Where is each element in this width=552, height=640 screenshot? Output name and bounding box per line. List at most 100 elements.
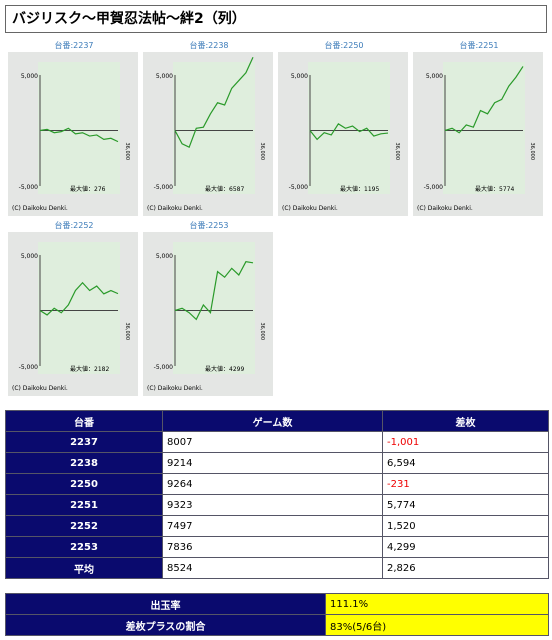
table-row: 平均 8524 2,826 — [5, 557, 549, 579]
row-key: 2250 — [5, 473, 163, 495]
header-row: 台番 ゲーム数 差枚 — [5, 410, 549, 432]
graph-inner — [38, 62, 120, 194]
cell: -1,001 — [382, 431, 549, 453]
cell: 8524 — [162, 557, 383, 579]
graph-line — [444, 66, 524, 134]
summary-value: 111.1% — [325, 593, 549, 615]
summary-key: 出玉率 — [5, 593, 326, 615]
max-label: 最大値：4299 — [205, 365, 244, 373]
cell: 5,774 — [382, 494, 549, 516]
graph: 台番:2253 5,000 -5,000 36,000 最大値：4299 (C) Daik… — [143, 220, 275, 398]
y-top-label: 5,000 — [426, 73, 443, 80]
max-label: 最大値：1195 — [340, 185, 379, 193]
x-label: 36,000 — [124, 143, 130, 161]
y-top-label: 5,000 — [21, 73, 38, 80]
summary-value: 83%(5/6台) — [325, 614, 549, 636]
table-row: 2237 8007 -1,001 — [5, 431, 549, 453]
x-label: 36,000 — [259, 143, 265, 161]
max-label: 最大値：6587 — [205, 185, 244, 193]
cell: 9214 — [162, 452, 383, 474]
summary-key: 差枚プラスの割合 — [5, 614, 326, 636]
cell: 4,299 — [382, 536, 549, 558]
graph: 台番:2250 5,000 -5,000 36,000 最大値：1195 (C) Daik… — [278, 40, 410, 218]
y-bottom-label: -5,000 — [19, 184, 39, 191]
y-top-label: 5,000 — [21, 253, 38, 260]
header-cell: 差枚 — [382, 410, 549, 432]
data-table: 台番 ゲーム数 差枚 2237 8007 -1,001 2238 9214 6,594 2250 9… — [5, 410, 549, 579]
summary-row: 差枚プラスの割合 83%(5/6台) — [5, 614, 549, 636]
copyright: (C) Daikoku Denki. — [417, 205, 473, 212]
y-bottom-label: -5,000 — [154, 184, 174, 191]
x-label: 36,000 — [124, 323, 130, 341]
graph-label: 台番:2250 — [324, 40, 363, 50]
y-top-label: 5,000 — [156, 253, 173, 260]
y-bottom-label: -5,000 — [289, 184, 309, 191]
page-title: バジリスク～甲賀忍法帖～絆2（列） — [5, 5, 547, 33]
graph-label: 台番:2251 — [459, 40, 498, 50]
table-row: 2250 9264 -231 — [5, 473, 549, 495]
graph-svg: 台番:2250 5,000 -5,000 36,000 最大値：1195 (C) Daik… — [278, 40, 408, 216]
graph-label: 台番:2253 — [189, 220, 228, 230]
x-label: 36,000 — [394, 143, 400, 161]
row-key: 2238 — [5, 452, 163, 474]
x-label: 36,000 — [529, 143, 535, 161]
row-key: 2251 — [5, 494, 163, 516]
graph-line — [39, 281, 119, 316]
graph-svg: 台番:2253 5,000 -5,000 36,000 最大値：4299 (C) Daik… — [143, 220, 273, 396]
cell: 7836 — [162, 536, 383, 558]
cell: 6,594 — [382, 452, 549, 474]
copyright: (C) Daikoku Denki. — [282, 205, 338, 212]
copyright: (C) Daikoku Denki. — [147, 385, 203, 392]
graph-label: 台番:2238 — [189, 40, 228, 50]
y-top-label: 5,000 — [156, 73, 173, 80]
graph-line — [309, 123, 389, 141]
graph-svg: 台番:2238 5,000 -5,000 36,000 最大値：6587 (C) Daik… — [143, 40, 273, 216]
cell: 9264 — [162, 473, 383, 495]
copyright: (C) Daikoku Denki. — [12, 385, 68, 392]
cell: -231 — [382, 473, 549, 495]
table-row: 2253 7836 4,299 — [5, 536, 549, 558]
graph-line — [39, 127, 119, 143]
cell: 2,826 — [382, 557, 549, 579]
graph: 台番:2252 5,000 -5,000 36,000 最大値：2182 (C) Daik… — [8, 220, 140, 398]
header-cell: 台番 — [5, 410, 163, 432]
graph-label: 台番:2252 — [54, 220, 93, 230]
graph: 台番:2251 5,000 -5,000 36,000 最大値：5774 (C) Daik… — [413, 40, 545, 218]
graph-inner — [173, 62, 255, 194]
y-bottom-label: -5,000 — [19, 364, 39, 371]
graph-inner — [443, 62, 525, 194]
row-key: 平均 — [5, 557, 163, 579]
cell: 9323 — [162, 494, 383, 516]
graph-label: 台番:2237 — [54, 40, 93, 50]
graph-svg: 台番:2252 5,000 -5,000 36,000 最大値：2182 (C) Daik… — [8, 220, 138, 396]
max-label: 最大値：2182 — [70, 365, 109, 373]
y-bottom-label: -5,000 — [154, 364, 174, 371]
graph-line — [174, 261, 254, 321]
graph: 台番:2238 5,000 -5,000 36,000 最大値：6587 (C) Daik… — [143, 40, 275, 218]
x-label: 36,000 — [259, 323, 265, 341]
graph: 台番:2237 5,000 -5,000 36,000 最大値：276 (C) Daiko… — [8, 40, 140, 218]
cell: 1,520 — [382, 515, 549, 537]
summary-table: 出玉率 111.1% 差枚プラスの割合 83%(5/6台) — [5, 593, 549, 636]
summary-row: 出玉率 111.1% — [5, 593, 549, 615]
copyright: (C) Daikoku Denki. — [12, 205, 68, 212]
table-row: 2251 9323 5,774 — [5, 494, 549, 516]
y-bottom-label: -5,000 — [424, 184, 444, 191]
row-key: 2253 — [5, 536, 163, 558]
row-key: 2237 — [5, 431, 163, 453]
graph-inner — [173, 242, 255, 374]
copyright: (C) Daikoku Denki. — [147, 205, 203, 212]
row-key: 2252 — [5, 515, 163, 537]
header-cell: ゲーム数 — [162, 410, 383, 432]
max-label: 最大値：5774 — [475, 185, 514, 193]
graph-inner — [308, 62, 390, 194]
graph-svg: 台番:2237 5,000 -5,000 36,000 最大値：276 (C) Daiko… — [8, 40, 138, 216]
graph-line — [174, 57, 254, 148]
cell: 7497 — [162, 515, 383, 537]
y-top-label: 5,000 — [291, 73, 308, 80]
graph-inner — [38, 242, 120, 374]
max-label: 最大値：276 — [70, 185, 106, 193]
cell: 8007 — [162, 431, 383, 453]
table-row: 2238 9214 6,594 — [5, 452, 549, 474]
